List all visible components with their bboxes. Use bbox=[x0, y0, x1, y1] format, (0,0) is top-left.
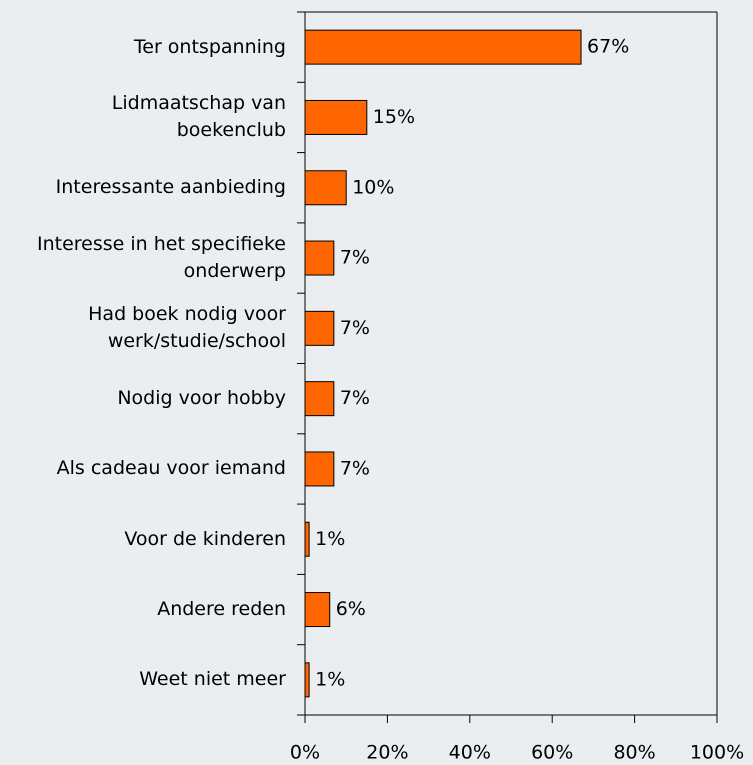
bar bbox=[304, 310, 335, 346]
bar bbox=[304, 592, 331, 628]
category-label: Voor de kinderen bbox=[124, 527, 286, 550]
bar bbox=[304, 381, 335, 417]
category-label: Als cadeau voor iemand bbox=[56, 457, 286, 480]
category-label: Ter ontspanning bbox=[133, 35, 286, 58]
category-label: Lidmaatschap van boekenclub bbox=[111, 92, 286, 142]
x-tick-label: 0% bbox=[290, 742, 320, 764]
category-label: Had boek nodig voor werk/studie/school bbox=[88, 303, 286, 353]
bar bbox=[304, 99, 368, 135]
bar bbox=[304, 170, 347, 206]
bar bbox=[304, 240, 335, 276]
category-label: Interessante aanbieding bbox=[55, 176, 286, 199]
category-label: Interesse in het specifieke onderwerp bbox=[36, 233, 286, 283]
category-label: Weet niet meer bbox=[139, 668, 286, 691]
x-tick-label: 60% bbox=[531, 742, 573, 764]
value-label: 1% bbox=[315, 668, 345, 690]
x-tick-label: 40% bbox=[449, 742, 491, 764]
value-label: 7% bbox=[340, 247, 370, 269]
bar bbox=[304, 662, 310, 698]
value-label: 7% bbox=[340, 317, 370, 339]
category-label: Nodig voor hobby bbox=[117, 387, 286, 410]
value-label: 1% bbox=[315, 528, 345, 550]
x-tick-label: 20% bbox=[366, 742, 408, 764]
value-label: 15% bbox=[373, 106, 415, 128]
value-label: 67% bbox=[587, 36, 629, 58]
category-label: Andere reden bbox=[157, 598, 286, 621]
bar bbox=[304, 521, 310, 557]
x-tick-label: 100% bbox=[690, 742, 744, 764]
value-label: 7% bbox=[340, 387, 370, 409]
value-label: 7% bbox=[340, 457, 370, 479]
x-tick-label: 80% bbox=[613, 742, 655, 764]
value-label: 6% bbox=[336, 598, 366, 620]
value-label: 10% bbox=[352, 176, 394, 198]
bar bbox=[304, 29, 582, 65]
bar bbox=[304, 451, 335, 487]
